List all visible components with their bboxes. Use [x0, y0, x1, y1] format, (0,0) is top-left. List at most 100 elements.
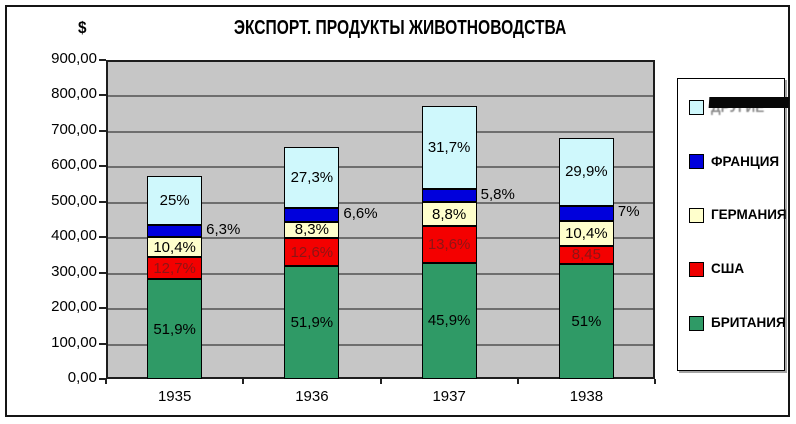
legend-label-wrap: США: [711, 260, 744, 278]
bar-segment-ДРУГИЕ: 29,9%: [558, 137, 614, 206]
gridline: [108, 308, 653, 311]
legend-label: БРИТАНИЯ: [711, 315, 786, 331]
bar-segment-ДРУГИЕ: 31,7%: [421, 105, 477, 189]
y-tick-mark: [99, 59, 106, 61]
y-tick-label: 0,00: [67, 369, 97, 386]
legend-item-ФРАНЦИЯ: ФРАНЦИЯ: [689, 154, 784, 170]
x-tick-mark: [242, 379, 245, 384]
bar-outside-label: 6,3%: [206, 221, 241, 239]
bar-outside-label: 6,6%: [343, 204, 378, 222]
bar-segment-ФРАНЦИЯ: [421, 189, 477, 203]
y-axis-unit-label: $: [78, 18, 87, 37]
legend-item-БРИТАНИЯ: БРИТАНИЯ: [689, 314, 786, 332]
bar-segment-label: 25%: [159, 192, 190, 210]
bar-segment-label: 8,3%: [294, 221, 329, 239]
x-axis-label-1936: 1936: [295, 388, 329, 405]
x-axis-label-1938: 1938: [569, 388, 604, 405]
y-tick-mark: [99, 378, 106, 380]
bar-outside-label: 5,8%: [480, 185, 515, 203]
bar-segment-БРИТАНИЯ: 45,9%: [421, 262, 477, 379]
y-tick-label: 600,00: [51, 156, 97, 174]
bar-segment-label: 27,3%: [290, 168, 334, 186]
chart-title-row: ЭКСПОРТ. ПРОДУКТЫ ЖИВОТНОВОДСТВА: [150, 17, 650, 40]
x-tick-mark: [654, 379, 656, 384]
y-tick-label: 200,00: [51, 298, 97, 316]
legend-label: США: [711, 261, 745, 277]
bar-segment-label: 12,7%: [153, 259, 196, 277]
bar-segment-label: 45,9%: [427, 312, 471, 330]
y-tick-label: 100,00: [51, 333, 97, 351]
bar-segment-ФРАНЦИЯ: [147, 225, 203, 237]
bar-segment-ДРУГИЕ: 27,3%: [284, 146, 340, 209]
gridline: [108, 272, 653, 275]
bar-segment-ДРУГИЕ: 25%: [147, 175, 203, 226]
bar-segment-label: 10,4%: [565, 224, 608, 242]
gridline: [108, 237, 653, 240]
legend-item-ГЕРМАНИЯ: ГЕРМАНИЯ: [689, 206, 787, 224]
y-tick-label: 400,00: [51, 227, 97, 245]
bar-segment-ФРАНЦИЯ: [558, 205, 614, 222]
gridline: [108, 201, 653, 204]
x-tick-mark: [379, 379, 382, 384]
redaction-bar: [708, 96, 790, 108]
bar-segment-label: 51,9%: [153, 320, 196, 338]
y-tick-mark: [99, 94, 106, 97]
y-tick-mark: [99, 129, 106, 132]
bar-segment-label: 51,9%: [290, 313, 334, 331]
x-tick-mark: [105, 379, 107, 384]
legend-label-wrap: ГЕРМАНИЯ: [711, 206, 787, 224]
y-tick-label: 900,00: [51, 50, 97, 67]
bar-segment-label: 10,4%: [153, 238, 196, 256]
bar-segment-ФРАНЦИЯ: [284, 208, 340, 222]
gridline: [108, 166, 653, 169]
legend-label: ГЕРМАНИЯ: [711, 207, 787, 223]
bar-outside-label: 7%: [617, 203, 640, 221]
bar-segment-ГЕРМАНИЯ: 10,4%: [558, 221, 614, 246]
y-tick-mark: [99, 307, 106, 310]
gridline: [108, 343, 653, 346]
y-tick-label: 500,00: [51, 191, 97, 209]
legend-swatch: [689, 315, 704, 331]
bar-segment-ГЕРМАНИЯ: 8,3%: [284, 221, 340, 239]
gridline: [108, 95, 653, 98]
y-tick-mark: [99, 271, 106, 274]
x-axis-label-1935: 1935: [157, 388, 192, 405]
legend-label-wrap: БРИТАНИЯ: [711, 314, 786, 332]
y-tick-mark: [99, 165, 106, 168]
bar-segment-США: 13,6%: [421, 225, 477, 263]
gridline: [108, 130, 653, 133]
bar-segment-ГЕРМАНИЯ: 10,4%: [147, 236, 203, 258]
bar-segment-США: 8,45: [558, 245, 614, 265]
x-axis-label-1937: 1937: [432, 388, 466, 405]
legend-item-ДРУГИЕ: ДРУГИЕ: [689, 96, 790, 117]
legend: ДРУГИЕ ФРАНЦИЯ ГЕРМАНИЯ США БРИТАНИЯ: [677, 78, 790, 371]
legend-label-wrap: ФРАНЦИЯ: [711, 153, 779, 171]
legend-swatch: [689, 100, 704, 116]
legend-item-США: США: [689, 261, 784, 277]
legend-swatch: [689, 207, 704, 223]
legend-label: ФРАНЦИЯ: [711, 153, 780, 169]
bar-segment-label: 8,8%: [432, 205, 467, 223]
y-tick-mark: [99, 236, 106, 239]
bar-segment-label: 12,6%: [290, 243, 334, 261]
x-tick-mark: [516, 379, 519, 384]
bar-segment-label: 8,45: [571, 246, 601, 264]
y-tick-label: 700,00: [51, 120, 97, 138]
chart-title: ЭКСПОРТ. ПРОДУКТЫ ЖИВОТНОВОДСТВА: [233, 17, 567, 39]
bar-segment-БРИТАНИЯ: 51,9%: [147, 279, 203, 379]
bar-segment-США: 12,7%: [147, 257, 203, 280]
legend-swatch: [689, 261, 704, 277]
bar-segment-label: 13,6%: [427, 235, 471, 253]
legend-swatch: [689, 154, 704, 170]
y-tick-label: 800,00: [51, 85, 97, 103]
bar-segment-ГЕРМАНИЯ: 8,8%: [421, 202, 477, 226]
bar-segment-БРИТАНИЯ: 51,9%: [284, 265, 340, 379]
y-tick-mark: [99, 200, 106, 203]
y-tick-label: 300,00: [51, 262, 97, 280]
bar-segment-label: 31,7%: [427, 138, 471, 156]
bar-segment-США: 12,6%: [284, 238, 340, 266]
y-tick-mark: [99, 342, 106, 345]
legend-label-wrap: ДРУГИЕ: [708, 96, 790, 117]
bar-segment-БРИТАНИЯ: 51%: [558, 264, 614, 379]
bar-segment-label: 51%: [571, 313, 602, 331]
